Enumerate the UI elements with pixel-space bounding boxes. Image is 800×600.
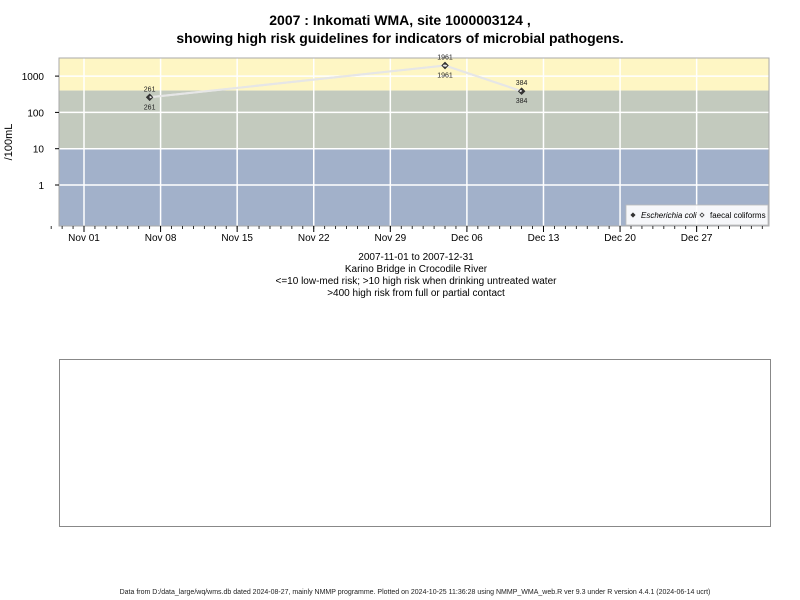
info-risk-high: >400 high risk from full or partial cont…: [327, 288, 505, 299]
legend-marker-faecal: [699, 212, 705, 218]
x-tick-label: Dec 13: [528, 233, 560, 244]
x-tick-label: Dec 27: [681, 233, 713, 244]
data-point-faecal: [441, 61, 449, 70]
y-tick-label: 100: [27, 108, 44, 119]
chart-subtitle: showing high risk guidelines for indicat…: [176, 30, 624, 46]
x-tick-label: Dec 06: [451, 233, 483, 244]
info-site-name: Karino Bridge in Crocodile River: [344, 264, 488, 275]
info-risk-low: <=10 low-med risk; >10 high risk when dr…: [275, 276, 557, 287]
x-tick-label: Nov 29: [374, 233, 406, 244]
y-axis-label: /100mL: [3, 124, 15, 161]
legend-label-ecoli: Escherichia coli: [641, 211, 697, 220]
data-point-faecal: [145, 93, 154, 101]
legend-marker-ecoli: [630, 212, 636, 218]
data-label-ecoli: 261: [144, 86, 156, 93]
risk-band-high-drinking: [59, 90, 769, 149]
legend-box: [625, 204, 769, 226]
series-line-faecal: [149, 64, 522, 99]
risk-band-high-contact: [59, 58, 769, 91]
plot-frame: [58, 57, 770, 227]
x-tick-label: Nov 22: [298, 233, 330, 244]
footer-note: Data from D:/data_large/wq/wms.db dated …: [119, 589, 711, 596]
y-tick-label: 1: [38, 181, 44, 192]
y-tick-label: 1000: [22, 72, 45, 83]
empty-panel: [59, 359, 771, 527]
info-date-range: 2007-11-01 to 2007-12-31: [358, 252, 474, 263]
y-tick-label: 10: [33, 145, 45, 156]
x-tick-label: Dec 20: [604, 233, 636, 244]
data-label-faecal: 384: [516, 98, 528, 105]
data-label-ecoli: 1961: [437, 54, 453, 61]
data-point-faecal: [517, 87, 526, 95]
x-tick-label: Nov 01: [68, 233, 100, 244]
data-label-faecal: 1961: [437, 72, 453, 79]
chart-title: 2007 : Inkomati WMA, site 1000003124 ,: [269, 12, 531, 28]
x-tick-label: Nov 08: [145, 233, 177, 244]
data-label-ecoli: 384: [516, 80, 528, 87]
x-tick-label: Nov 15: [221, 233, 253, 244]
legend-label-faecal: faecal coliforms: [710, 211, 766, 220]
data-label-faecal: 261: [144, 104, 156, 111]
